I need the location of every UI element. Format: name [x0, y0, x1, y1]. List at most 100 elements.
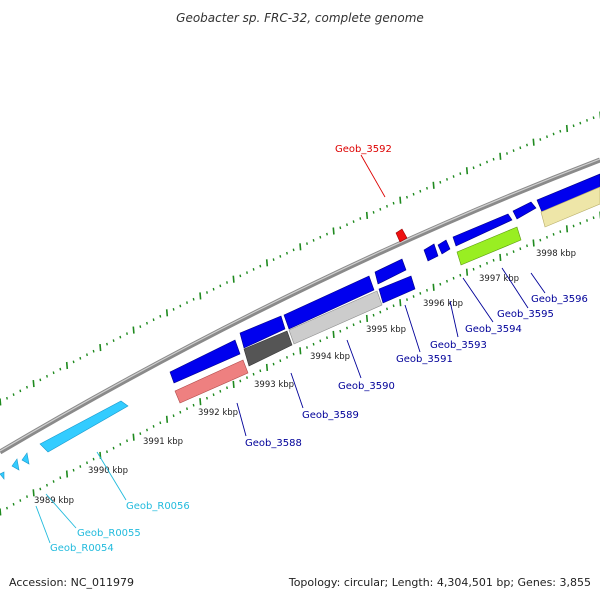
gene-label[interactable]: Geob_3596	[531, 294, 588, 305]
tick-mark	[159, 314, 162, 318]
tick-mark	[0, 508, 2, 516]
tick-mark	[459, 172, 462, 175]
tick-mark	[26, 495, 28, 498]
tick-mark	[59, 476, 62, 480]
trna-feature[interactable]	[11, 458, 20, 471]
tick-mark	[26, 385, 28, 389]
trna-feature[interactable]	[21, 452, 30, 465]
tick-mark	[226, 281, 228, 284]
tick-mark	[272, 258, 275, 261]
tick-mark	[499, 253, 502, 261]
kbp-tick-label: 3996 kbp	[423, 299, 463, 309]
kbp-tick-label: 3989 kbp	[34, 496, 74, 506]
cds-feature[interactable]	[452, 213, 513, 247]
tick-mark	[492, 258, 495, 262]
tick-mark	[592, 116, 595, 120]
tick-mark	[65, 470, 69, 478]
tick-mark	[246, 271, 248, 274]
tick-mark	[165, 309, 169, 317]
tick-mark	[126, 439, 128, 443]
lower-strand-genes	[0, 186, 600, 480]
pseudogene-feature[interactable]	[243, 330, 293, 367]
tick-mark	[32, 489, 35, 497]
tick-mark	[126, 332, 128, 335]
kbp-tick-label: 3998 kbp	[536, 249, 576, 259]
gene-label[interactable]: Geob_3590	[338, 381, 395, 392]
cds-feature[interactable]	[169, 339, 241, 384]
cds-feature[interactable]	[437, 239, 451, 255]
gene-label[interactable]: Geob_R0054	[50, 543, 114, 554]
tick-mark	[326, 232, 328, 236]
gene-label[interactable]: Geob_3588	[245, 438, 302, 449]
tick-mark	[192, 403, 195, 407]
gene-label[interactable]: Geob_3589	[302, 410, 359, 421]
tick-mark	[359, 217, 362, 220]
tick-mark	[79, 465, 82, 468]
kbp-tick-label: 3992 kbp	[198, 408, 238, 418]
tick-mark	[586, 219, 588, 222]
tick-mark	[465, 167, 469, 175]
cds-feature[interactable]	[283, 275, 375, 330]
tick-mark	[19, 499, 22, 502]
tick-mark	[12, 502, 15, 506]
tick-mark	[119, 335, 122, 339]
outer-tick-row	[0, 111, 600, 406]
tick-mark	[286, 251, 288, 255]
tick-mark	[39, 487, 42, 491]
tick-mark	[32, 380, 35, 388]
gene-label[interactable]: Geob_3591	[396, 354, 453, 365]
gene-label[interactable]: Geob_3592	[335, 144, 392, 155]
tick-mark	[472, 267, 475, 271]
gene-label[interactable]: Geob_3594	[465, 324, 522, 335]
pseudogene-feature[interactable]	[288, 290, 383, 345]
kbp-tick-label: 3994 kbp	[310, 352, 350, 362]
cds-feature[interactable]	[512, 201, 537, 220]
tick-mark	[512, 250, 515, 253]
tick-mark	[586, 119, 588, 122]
tick-mark	[159, 421, 162, 425]
tick-mark	[559, 129, 562, 133]
tick-mark	[439, 282, 442, 286]
tick-mark	[72, 360, 75, 364]
tick-mark	[506, 253, 508, 256]
tick-mark	[519, 247, 522, 251]
tick-mark	[46, 374, 48, 378]
tick-mark	[72, 468, 75, 472]
cds-feature[interactable]	[536, 173, 600, 213]
tick-mark	[579, 121, 582, 125]
tick-mark	[559, 230, 562, 233]
pseudogene-feature[interactable]	[540, 186, 600, 228]
tick-mark	[492, 157, 495, 161]
tick-mark	[552, 132, 555, 136]
tick-mark	[579, 221, 582, 225]
tick-mark	[46, 483, 48, 487]
gene-label[interactable]: Geob_R0056	[126, 501, 190, 512]
gene-label[interactable]: Geob_3593	[430, 340, 487, 351]
pseudogene-feature[interactable]	[456, 226, 522, 266]
tick-mark	[526, 143, 528, 147]
rrna-feature[interactable]	[39, 400, 129, 453]
cds-feature[interactable]	[374, 258, 407, 285]
highlighted-feature[interactable]	[395, 228, 408, 243]
gene-label[interactable]: Geob_R0055	[77, 528, 141, 539]
cds-feature[interactable]	[378, 275, 416, 304]
tick-mark	[79, 356, 82, 360]
tick-mark	[146, 428, 148, 432]
tick-mark	[212, 287, 215, 291]
tick-mark	[179, 304, 182, 308]
pseudogene-feature[interactable]	[174, 359, 249, 404]
cds-feature[interactable]	[423, 243, 439, 262]
tick-mark	[352, 220, 355, 223]
tick-mark	[352, 323, 355, 327]
tick-mark	[432, 181, 435, 189]
gene-label[interactable]: Geob_3595	[497, 309, 554, 320]
tick-mark	[259, 369, 262, 373]
tick-mark	[312, 342, 315, 346]
trna-feature[interactable]	[0, 471, 5, 480]
cds-feature[interactable]	[239, 315, 286, 349]
tick-mark	[572, 124, 575, 128]
tick-mark	[346, 326, 348, 330]
tick-mark	[319, 339, 322, 343]
kbp-tick-label: 3995 kbp	[366, 325, 406, 335]
